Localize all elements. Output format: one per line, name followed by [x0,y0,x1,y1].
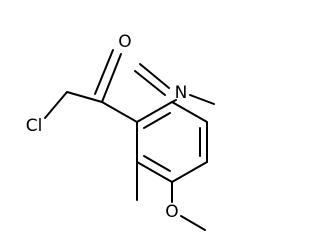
bond [94,49,114,95]
atom-label: Cl [26,116,43,136]
atom-label: O [165,202,178,222]
bond [143,112,171,129]
bond [136,161,173,183]
bonds [44,49,215,231]
atom-label: N [175,83,188,103]
atom-label: O [118,32,131,52]
bond [66,91,103,103]
bond [180,215,206,231]
bond [143,155,171,172]
bond [171,99,177,103]
bond [171,161,208,183]
bond [189,94,215,105]
bond [136,101,173,123]
bond [139,63,170,89]
structure: Cl O N O [26,32,215,231]
bond [101,101,138,123]
bond [101,53,122,103]
bond [134,70,166,96]
bond [44,91,68,119]
bond [171,101,208,123]
